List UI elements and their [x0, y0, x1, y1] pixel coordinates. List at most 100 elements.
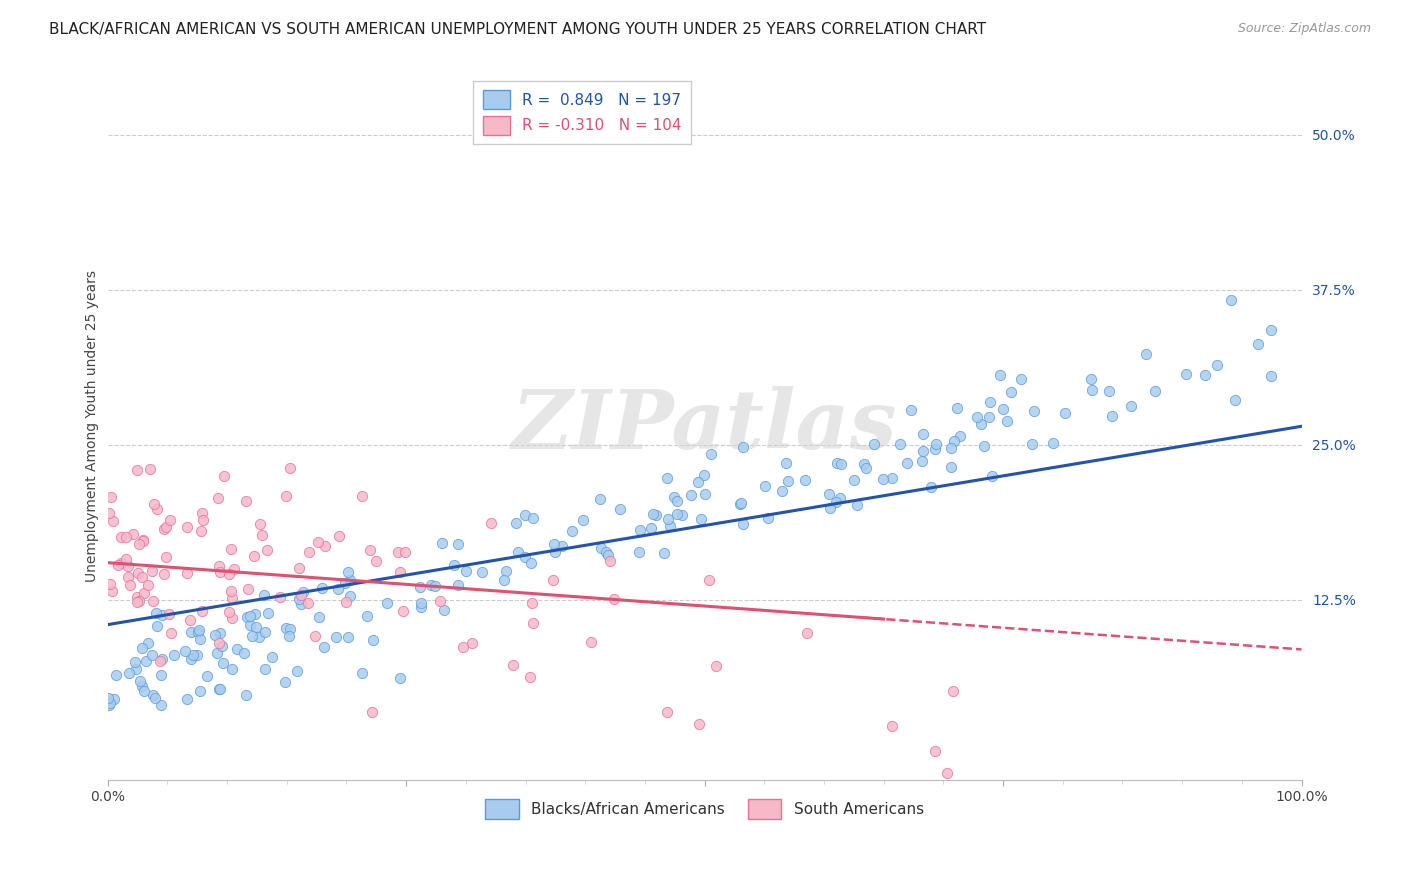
Point	[731, 440, 754, 454]
Point	[659, 519, 682, 533]
Point	[176, 520, 198, 534]
Point	[1194, 368, 1216, 382]
Point	[98, 576, 121, 591]
Point	[796, 625, 818, 640]
Point	[654, 546, 676, 560]
Point	[97, 691, 120, 706]
Point	[98, 506, 121, 520]
Point	[304, 629, 326, 643]
Text: ZIPatlas: ZIPatlas	[512, 386, 897, 467]
Point	[361, 705, 384, 719]
Point	[394, 545, 416, 559]
Point	[980, 468, 1002, 483]
Point	[208, 558, 231, 573]
Point	[730, 496, 752, 510]
Point	[117, 559, 139, 574]
Point	[132, 533, 155, 547]
Point	[314, 640, 336, 654]
Point	[155, 549, 177, 564]
Point	[979, 409, 1001, 424]
Point	[793, 474, 815, 488]
Point	[124, 655, 146, 669]
Point	[411, 596, 433, 610]
Point	[1175, 367, 1198, 381]
Point	[595, 545, 617, 559]
Point	[239, 609, 262, 624]
Point	[290, 597, 312, 611]
Point	[150, 607, 173, 622]
Point	[212, 657, 235, 671]
Point	[350, 489, 373, 503]
Point	[239, 618, 262, 632]
Point	[505, 516, 527, 530]
Point	[254, 625, 277, 640]
Point	[855, 460, 877, 475]
Point	[190, 524, 212, 538]
Point	[176, 566, 198, 580]
Point	[163, 648, 186, 662]
Point	[160, 625, 183, 640]
Point	[502, 658, 524, 673]
Point	[872, 472, 894, 486]
Point	[110, 529, 132, 543]
Point	[697, 573, 720, 587]
Point	[924, 442, 946, 456]
Point	[1010, 372, 1032, 386]
Point	[212, 468, 235, 483]
Point	[389, 565, 412, 579]
Point	[274, 621, 297, 635]
Point	[756, 511, 779, 525]
Point	[150, 652, 173, 666]
Point	[543, 537, 565, 551]
Point	[1101, 409, 1123, 423]
Point	[513, 508, 536, 522]
Legend: Blacks/African Americans, South Americans: Blacks/African Americans, South American…	[479, 793, 929, 825]
Point	[579, 635, 602, 649]
Point	[125, 662, 148, 676]
Point	[150, 698, 173, 713]
Point	[920, 479, 942, 493]
Point	[274, 489, 297, 503]
Point	[97, 698, 120, 713]
Point	[252, 527, 274, 541]
Point	[207, 491, 229, 505]
Point	[949, 429, 972, 443]
Point	[307, 534, 329, 549]
Point	[136, 636, 159, 650]
Point	[195, 669, 218, 683]
Point	[100, 584, 122, 599]
Point	[389, 672, 412, 686]
Point	[131, 570, 153, 584]
Point	[278, 622, 301, 636]
Point	[339, 573, 361, 587]
Point	[454, 564, 477, 578]
Point	[141, 564, 163, 578]
Point	[335, 595, 357, 609]
Point	[209, 681, 232, 696]
Point	[308, 610, 330, 624]
Point	[946, 401, 969, 415]
Point	[118, 577, 141, 591]
Point	[142, 593, 165, 607]
Point	[107, 558, 129, 573]
Point	[191, 506, 214, 520]
Point	[863, 437, 886, 451]
Point	[274, 675, 297, 690]
Point	[204, 627, 226, 641]
Point	[208, 565, 231, 579]
Point	[143, 690, 166, 705]
Point	[142, 497, 165, 511]
Text: Source: ZipAtlas.com: Source: ZipAtlas.com	[1237, 22, 1371, 36]
Point	[218, 566, 240, 581]
Point	[686, 475, 709, 490]
Point	[187, 623, 209, 637]
Point	[208, 681, 231, 696]
Point	[704, 658, 727, 673]
Point	[543, 573, 565, 587]
Point	[326, 582, 349, 596]
Point	[433, 603, 456, 617]
Point	[409, 599, 432, 614]
Point	[128, 536, 150, 550]
Point	[145, 606, 167, 620]
Point	[973, 439, 995, 453]
